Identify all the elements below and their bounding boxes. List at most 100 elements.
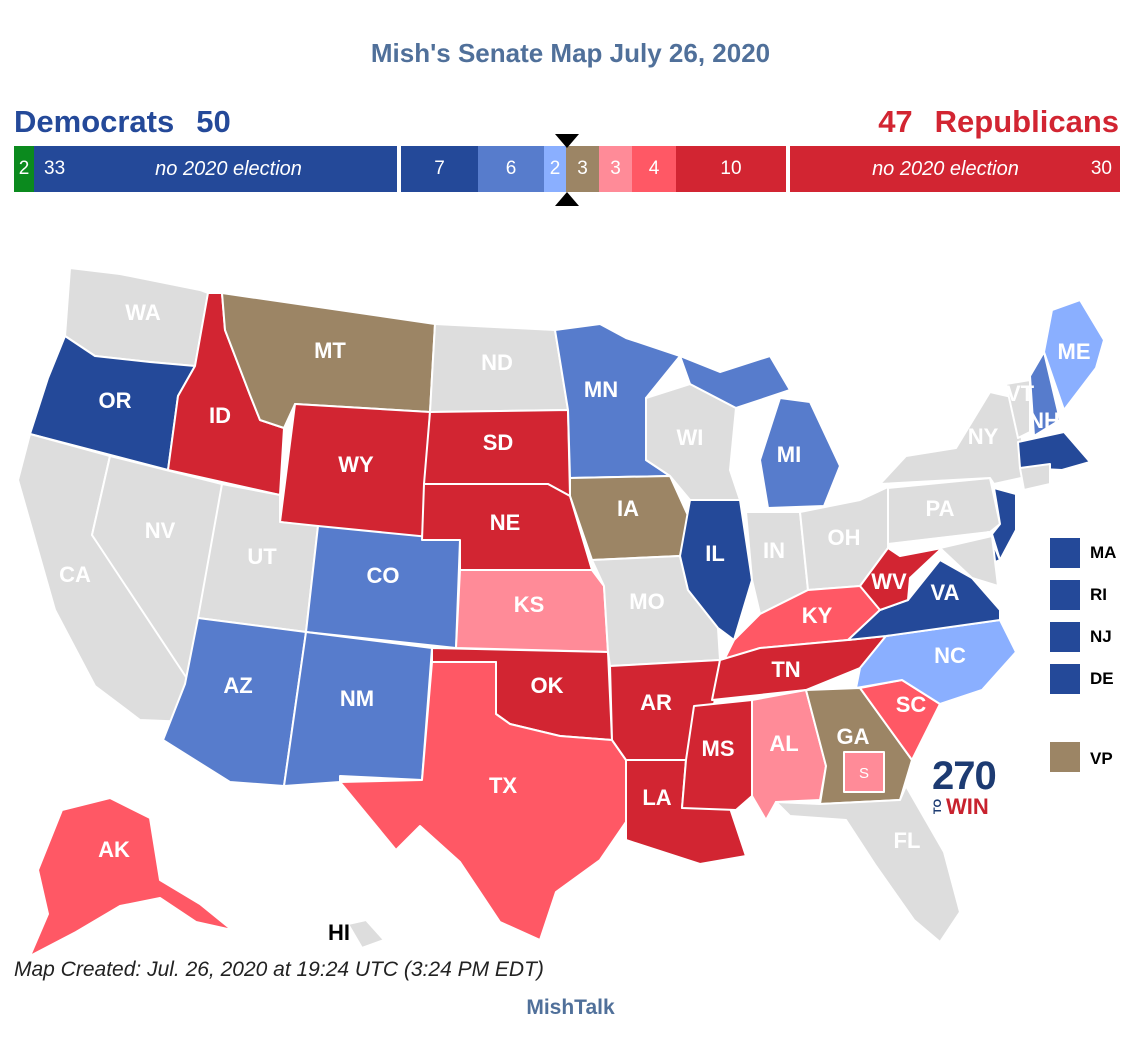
rep-safe-segment[interactable]: 10 — [676, 146, 786, 192]
dem-lean-count: 2 — [549, 158, 561, 179]
independent-segment[interactable]: 2 — [14, 146, 34, 192]
label-VA: VA — [931, 580, 960, 605]
map-created-timestamp: Map Created: Jul. 26, 2020 at 19:24 UTC … — [14, 958, 544, 981]
label-AR: AR — [640, 690, 672, 715]
logo-win: WIN — [946, 794, 989, 819]
independent-count: 2 — [18, 158, 30, 179]
democrats-total: 50 — [196, 104, 231, 139]
state-VT[interactable] — [1005, 379, 1031, 439]
label-OR: OR — [99, 388, 132, 413]
state-WV[interactable] — [859, 547, 943, 611]
label-NM: NM — [340, 686, 374, 711]
state-MD[interactable] — [939, 535, 999, 587]
label-AL: AL — [769, 731, 798, 756]
bar-divider — [397, 146, 401, 192]
republicans-header: 47 Republicans — [856, 104, 1119, 140]
state-MA[interactable] — [1017, 431, 1091, 471]
label-TN: TN — [771, 657, 800, 682]
legend-label-nj: NJ — [1090, 627, 1112, 646]
label-WI: WI — [677, 425, 704, 450]
label-ID: ID — [209, 403, 231, 428]
state-TX[interactable] — [339, 661, 627, 941]
state-CT[interactable] — [1019, 463, 1051, 491]
label-NV: NV — [145, 518, 176, 543]
rep-likely-count: 4 — [648, 158, 660, 179]
legend-swatch-de[interactable] — [1050, 664, 1080, 694]
majority-marker-bottom — [555, 192, 579, 206]
label-ME: ME — [1058, 339, 1091, 364]
dem-no-election-label: no 2020 election — [155, 157, 302, 180]
legend-swatch-ma[interactable] — [1050, 538, 1080, 568]
label-HI: HI — [328, 920, 350, 945]
label-NH: NH — [1028, 408, 1060, 433]
label-IN: IN — [763, 538, 785, 563]
label-GA: GA — [837, 724, 870, 749]
label-SD: SD — [483, 430, 514, 455]
rep-no-election-count: 30 — [1090, 158, 1112, 179]
legend-label-de: DE — [1090, 669, 1114, 688]
label-FL: FL — [894, 828, 921, 853]
state-FL[interactable] — [775, 785, 961, 943]
rep-likely-segment[interactable]: 4 — [632, 146, 676, 192]
label-UT: UT — [247, 544, 277, 569]
bar-divider — [786, 146, 790, 192]
state-ME[interactable] — [1043, 299, 1105, 411]
logo-to: TO — [932, 799, 944, 815]
label-MN: MN — [584, 377, 618, 402]
label-NE: NE — [490, 510, 521, 535]
tossup-segment[interactable]: 3 — [566, 146, 599, 192]
democrats-label: Democrats — [14, 104, 175, 139]
dem-safe-count: 7 — [434, 158, 445, 179]
dem-no-election-count: 33 — [44, 158, 66, 179]
label-IL: IL — [705, 541, 725, 566]
ga-special-box[interactable] — [843, 751, 885, 793]
rep-no-election-segment[interactable]: no 2020 election 30 — [790, 146, 1120, 192]
state-HI[interactable] — [347, 919, 385, 949]
democrats-header: Democrats 50 — [14, 104, 253, 140]
state-AK[interactable] — [29, 797, 233, 957]
label-NC: NC — [934, 643, 966, 668]
label-MS: MS — [702, 736, 735, 761]
dem-lean-segment[interactable]: 2 — [544, 146, 566, 192]
state-NH[interactable] — [1029, 351, 1061, 437]
dem-safe-segment[interactable]: 7 — [401, 146, 478, 192]
dem-likely-segment[interactable]: 6 — [478, 146, 544, 192]
rep-lean-segment[interactable]: 3 — [599, 146, 632, 192]
label-GA-special: S — [859, 765, 869, 782]
credit-link[interactable]: MishTalk — [526, 996, 615, 1019]
rep-lean-count: 3 — [610, 158, 621, 179]
rep-safe-count: 10 — [720, 158, 742, 179]
rep-no-election-label: no 2020 election — [872, 157, 1019, 180]
label-TX: TX — [489, 773, 517, 798]
dem-likely-count: 6 — [505, 158, 517, 179]
label-NY: NY — [968, 424, 999, 449]
legend-swatch-vp[interactable] — [1050, 742, 1080, 772]
state-MI[interactable] — [759, 397, 841, 509]
logo-bottom: TO WIN — [932, 796, 996, 818]
map-title: Mish's Senate Map July 26, 2020 — [370, 38, 771, 68]
label-MT: MT — [314, 338, 346, 363]
tossup-count: 3 — [577, 158, 588, 179]
label-WV: WV — [871, 569, 907, 594]
label-AK: AK — [98, 837, 130, 862]
state-IL[interactable] — [679, 499, 753, 641]
label-WA: WA — [125, 300, 161, 325]
state-MI-upper[interactable] — [679, 355, 791, 409]
legend-swatch-nj[interactable] — [1050, 622, 1080, 652]
label-OH: OH — [828, 525, 861, 550]
republicans-total: 47 — [878, 104, 913, 139]
legend-label-ri: RI — [1090, 585, 1107, 604]
seat-count-bar: 2 33 no 2020 election 7 6 2 3 3 4 10 no … — [14, 146, 1120, 192]
label-CA: CA — [59, 562, 91, 587]
label-VT: VT — [1006, 381, 1035, 406]
republicans-label: Republicans — [934, 104, 1119, 139]
label-ND: ND — [481, 350, 513, 375]
label-CO: CO — [367, 563, 400, 588]
dem-no-election-segment[interactable]: 33 no 2020 election — [34, 146, 397, 192]
legend-label-ma: MA — [1090, 543, 1117, 562]
label-WY: WY — [338, 452, 374, 477]
state-labels: WA OR CA NV ID MT WY UT CO AZ NM ND SD N… — [59, 300, 1090, 945]
legend-swatch-ri[interactable] — [1050, 580, 1080, 610]
label-SC: SC — [896, 692, 927, 717]
us-senate-map: WA OR CA NV ID MT WY UT CO AZ NM ND SD N… — [17, 267, 1105, 957]
